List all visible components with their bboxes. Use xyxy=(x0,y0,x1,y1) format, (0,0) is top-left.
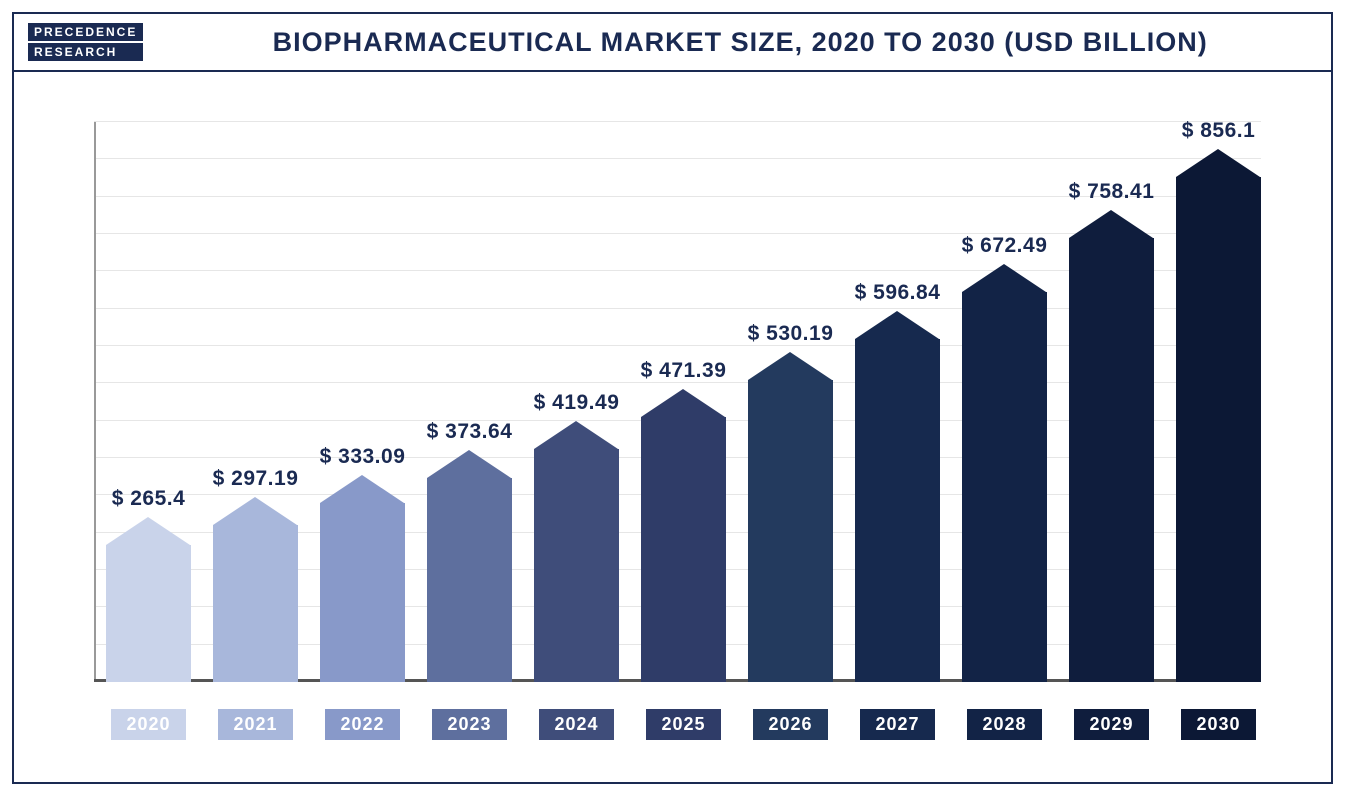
bar-body xyxy=(427,478,512,682)
bar-body xyxy=(534,449,619,682)
bar-body xyxy=(213,525,298,682)
bar-body xyxy=(320,503,405,682)
x-label-2030: 2030 xyxy=(1181,709,1256,740)
x-label-box: 2022 xyxy=(320,709,405,740)
x-label-box: 2021 xyxy=(213,709,298,740)
bar-2020: $ 265.4 xyxy=(106,122,191,682)
bar-body xyxy=(106,545,191,682)
bar-arrow-icon xyxy=(320,475,404,503)
x-label-2023: 2023 xyxy=(432,709,507,740)
bar-body xyxy=(748,380,833,682)
x-label-2029: 2029 xyxy=(1074,709,1149,740)
bar-shape xyxy=(427,450,512,682)
x-label-2028: 2028 xyxy=(967,709,1042,740)
x-label-2022: 2022 xyxy=(325,709,400,740)
bar-arrow-icon xyxy=(1069,210,1153,238)
bar-2023: $ 373.64 xyxy=(427,122,512,682)
logo: PRECEDENCE RESEARCH xyxy=(28,23,143,61)
plot: $ 265.4$ 297.19$ 333.09$ 373.64$ 419.49$… xyxy=(94,122,1261,762)
x-label-2025: 2025 xyxy=(646,709,721,740)
x-label-box: 2023 xyxy=(427,709,512,740)
x-label-2024: 2024 xyxy=(539,709,614,740)
bar-value-label: $ 596.84 xyxy=(838,281,957,305)
bar-body xyxy=(1069,238,1154,682)
bar-arrow-icon xyxy=(213,497,297,525)
bar-arrow-icon xyxy=(534,421,618,449)
bar-value-label: $ 297.19 xyxy=(196,467,315,491)
bar-2030: $ 856.1 xyxy=(1176,122,1261,682)
bar-body xyxy=(855,339,940,682)
bar-value-label: $ 530.19 xyxy=(731,322,850,346)
bar-2028: $ 672.49 xyxy=(962,122,1047,682)
x-label-box: 2025 xyxy=(641,709,726,740)
bar-arrow-icon xyxy=(748,352,832,380)
x-label-box: 2030 xyxy=(1176,709,1261,740)
y-axis xyxy=(94,122,96,682)
bar-2029: $ 758.41 xyxy=(1069,122,1154,682)
bar-shape xyxy=(1069,210,1154,682)
logo-line2: RESEARCH xyxy=(28,43,143,61)
bar-value-label: $ 373.64 xyxy=(410,420,529,444)
bar-shape xyxy=(213,497,298,682)
bars-container: $ 265.4$ 297.19$ 333.09$ 373.64$ 419.49$… xyxy=(106,122,1261,682)
bar-value-label: $ 856.1 xyxy=(1159,119,1278,143)
header: PRECEDENCE RESEARCH BIOPHARMACEUTICAL MA… xyxy=(14,14,1331,72)
bar-2022: $ 333.09 xyxy=(320,122,405,682)
bar-body xyxy=(1176,177,1261,682)
bar-shape xyxy=(106,517,191,682)
bar-arrow-icon xyxy=(106,517,190,545)
bar-value-label: $ 471.39 xyxy=(624,359,743,383)
bar-2025: $ 471.39 xyxy=(641,122,726,682)
bar-arrow-icon xyxy=(641,389,725,417)
bar-value-label: $ 419.49 xyxy=(517,391,636,415)
chart-frame: PRECEDENCE RESEARCH BIOPHARMACEUTICAL MA… xyxy=(12,12,1333,784)
x-label-box: 2027 xyxy=(855,709,940,740)
bar-2026: $ 530.19 xyxy=(748,122,833,682)
x-label-2027: 2027 xyxy=(860,709,935,740)
chart-area: $ 265.4$ 297.19$ 333.09$ 373.64$ 419.49$… xyxy=(14,72,1331,782)
bar-arrow-icon xyxy=(962,264,1046,292)
bar-arrow-icon xyxy=(855,311,939,339)
bar-value-label: $ 672.49 xyxy=(945,234,1064,258)
bar-2024: $ 419.49 xyxy=(534,122,619,682)
bar-shape xyxy=(1176,149,1261,682)
bar-shape xyxy=(748,352,833,682)
bar-2027: $ 596.84 xyxy=(855,122,940,682)
x-label-box: 2026 xyxy=(748,709,833,740)
bar-shape xyxy=(962,264,1047,682)
x-label-box: 2024 xyxy=(534,709,619,740)
bar-shape xyxy=(320,475,405,682)
bar-shape xyxy=(534,421,619,682)
x-label-box: 2029 xyxy=(1069,709,1154,740)
x-label-2021: 2021 xyxy=(218,709,293,740)
bar-arrow-icon xyxy=(1176,149,1260,177)
chart-title: BIOPHARMACEUTICAL MARKET SIZE, 2020 TO 2… xyxy=(163,27,1317,58)
bar-body xyxy=(962,292,1047,682)
x-labels: 2020 2021 2022 2023 2024 2025 2026 2027 2028 2029… xyxy=(106,709,1261,740)
x-label-2026: 2026 xyxy=(753,709,828,740)
bar-shape xyxy=(641,389,726,682)
x-label-2020: 2020 xyxy=(111,709,186,740)
bar-value-label: $ 758.41 xyxy=(1052,180,1171,204)
bar-value-label: $ 265.4 xyxy=(89,487,208,511)
bar-value-label: $ 333.09 xyxy=(303,445,422,469)
bar-2021: $ 297.19 xyxy=(213,122,298,682)
x-label-box: 2020 xyxy=(106,709,191,740)
bar-body xyxy=(641,417,726,682)
logo-line1: PRECEDENCE xyxy=(28,23,143,41)
bar-shape xyxy=(855,311,940,682)
bar-arrow-icon xyxy=(427,450,511,478)
x-label-box: 2028 xyxy=(962,709,1047,740)
